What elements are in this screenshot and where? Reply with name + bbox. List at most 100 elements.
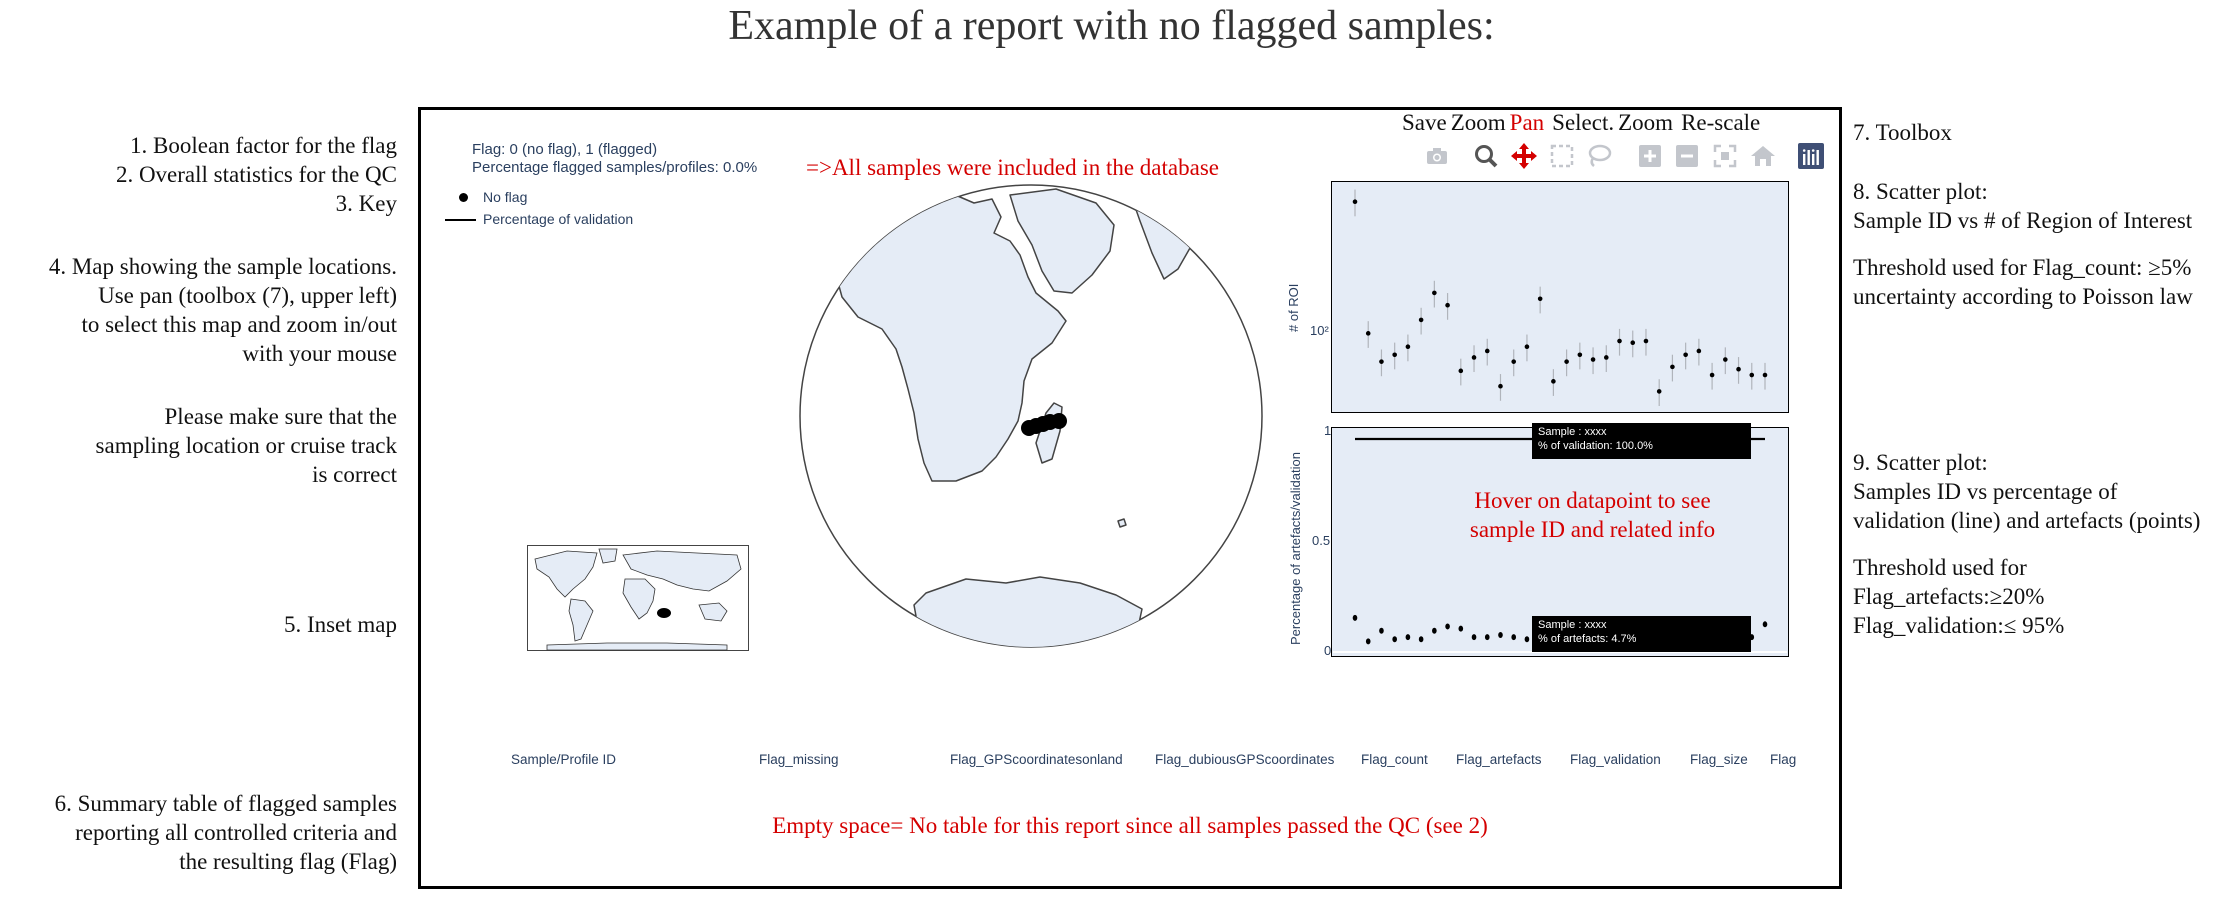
africa-inset-shape	[622, 578, 656, 620]
artefact-point[interactable]	[1418, 636, 1424, 643]
roi-point[interactable]	[1656, 389, 1662, 394]
artefact-point[interactable]	[1352, 614, 1358, 621]
roi-point[interactable]	[1445, 302, 1450, 308]
artefact-point[interactable]	[1405, 634, 1411, 641]
roi-point[interactable]	[1749, 372, 1755, 378]
roi-point[interactable]	[1643, 338, 1649, 344]
tooltip-line: % of artefacts: 4.7%	[1538, 633, 1637, 645]
roi-point[interactable]	[1709, 372, 1715, 378]
zoom-in-icon[interactable]	[1636, 142, 1664, 170]
artefact-point[interactable]	[1484, 634, 1490, 641]
roi-point[interactable]	[1683, 352, 1688, 358]
roi-point[interactable]	[1511, 359, 1517, 364]
roi-point[interactable]	[1498, 383, 1503, 389]
reset-axes-icon[interactable]	[1749, 142, 1777, 170]
note-line: sampling location or cruise track	[95, 433, 397, 458]
note-line: Threshold used for Flag_count: ≥5%	[1853, 255, 2192, 280]
roi-point[interactable]	[1603, 355, 1609, 360]
sample-location-marker	[657, 608, 671, 618]
zoom-icon[interactable]	[1472, 142, 1500, 170]
note-inset-map: 5. Inset map	[284, 610, 397, 639]
artefact-point[interactable]	[1379, 627, 1384, 634]
artefact-point[interactable]	[1392, 636, 1397, 643]
roi-point[interactable]	[1617, 338, 1622, 344]
roi-point[interactable]	[1418, 317, 1424, 323]
plotly-logo-icon[interactable]	[1797, 142, 1825, 170]
roi-point[interactable]	[1723, 357, 1728, 362]
toolbox-label-rescale: Re-scale	[1681, 110, 1761, 135]
table-header-flag-gps-on-land[interactable]: Flag_GPScoordinatesonland	[950, 752, 1123, 767]
globe-map[interactable]	[796, 181, 1266, 651]
roi-point[interactable]	[1484, 348, 1490, 354]
zoom-out-icon[interactable]	[1673, 142, 1701, 170]
table-header-flag-artefacts[interactable]: Flag_artefacts	[1456, 752, 1542, 767]
note-line: is correct	[312, 462, 397, 487]
note-line: 2. Overall statistics for the QC	[115, 162, 397, 187]
roi-point[interactable]	[1524, 344, 1530, 350]
table-header-flag[interactable]: Flag	[1770, 752, 1797, 767]
roi-point[interactable]	[1762, 372, 1768, 378]
greenland-shape	[598, 548, 618, 564]
tooltip-line: Sample : xxxx	[1538, 619, 1607, 631]
pan-icon[interactable]	[1510, 142, 1538, 170]
tooltip-line: % of validation: 100.0%	[1538, 440, 1653, 452]
artefact-point[interactable]	[1762, 621, 1768, 628]
note-line: 6. Summary table of flagged samples	[54, 791, 397, 816]
roi-point[interactable]	[1405, 344, 1411, 350]
toolbox-label-select: Select.	[1552, 110, 1615, 135]
box-select-icon[interactable]	[1548, 142, 1576, 170]
roi-point[interactable]	[1590, 357, 1596, 362]
roi-point[interactable]	[1379, 359, 1384, 364]
note-line: uncertainty according to Poisson law	[1853, 284, 2193, 309]
note-line: Flag_artefacts:≥20%	[1853, 584, 2045, 609]
roi-point[interactable]	[1352, 199, 1358, 205]
table-header-flag-count[interactable]: Flag_count	[1361, 752, 1428, 767]
artefact-point[interactable]	[1445, 623, 1450, 630]
north-america-shape	[534, 550, 598, 598]
table-header-flag-missing[interactable]: Flag_missing	[759, 752, 839, 767]
camera-icon[interactable]	[1423, 142, 1451, 170]
note-line: reporting all controlled criteria and	[75, 820, 397, 845]
roi-point[interactable]	[1736, 366, 1741, 372]
roi-point[interactable]	[1471, 355, 1477, 360]
table-header-flag-validation[interactable]: Flag_validation	[1570, 752, 1661, 767]
artefact-point[interactable]	[1524, 636, 1530, 643]
table-header-sample-id[interactable]: Sample/Profile ID	[511, 752, 617, 767]
annotation-line: Hover on datapoint to see	[1474, 488, 1711, 513]
note-line: 8. Scatter plot:	[1853, 179, 1988, 204]
plot-area	[1331, 181, 1789, 413]
lasso-select-icon[interactable]	[1585, 142, 1613, 170]
artefact-point[interactable]	[1511, 634, 1517, 641]
toolbox-label-zoom: Zoom	[1450, 110, 1506, 135]
tooltip-line: Sample : xxxx	[1538, 426, 1607, 438]
roi-point[interactable]	[1432, 290, 1437, 296]
inset-map[interactable]	[527, 545, 749, 651]
roi-point[interactable]	[1551, 379, 1556, 384]
roi-point[interactable]	[1630, 340, 1636, 346]
artefact-point[interactable]	[1498, 631, 1503, 638]
roi-point[interactable]	[1577, 352, 1583, 358]
artefact-point[interactable]	[1458, 625, 1464, 632]
roi-point[interactable]	[1458, 368, 1464, 374]
roi-point[interactable]	[1696, 348, 1702, 354]
note-scatter-validation: 9. Scatter plot: Samples ID vs percentag…	[1853, 448, 2200, 640]
roi-point[interactable]	[1365, 331, 1371, 336]
roi-point[interactable]	[1537, 296, 1543, 302]
sample-track[interactable]	[1021, 413, 1067, 436]
percentage-flagged-text: Percentage flagged samples/profiles: 0.0…	[472, 159, 758, 176]
roi-point[interactable]	[1670, 364, 1675, 370]
autoscale-icon[interactable]	[1711, 142, 1739, 170]
tooltip-artefacts: Sample : xxxx % of artefacts: 4.7%	[1532, 616, 1751, 652]
roi-scatter-plot[interactable]	[1331, 181, 1789, 413]
table-header-flag-size[interactable]: Flag_size	[1690, 752, 1748, 767]
roi-point[interactable]	[1392, 352, 1397, 358]
roi-point[interactable]	[1564, 359, 1569, 364]
artefact-point[interactable]	[1471, 634, 1477, 641]
artefact-point[interactable]	[1365, 638, 1371, 645]
table-header-flag-dubious-gps[interactable]: Flag_dubiousGPScoordinates	[1155, 752, 1335, 767]
note-line: Use pan (toolbox (7), upper left)	[98, 283, 397, 308]
note-line: Sample ID vs # of Region of Interest	[1853, 208, 2193, 233]
toolbox-label-zoom-in-out: Zoom	[1618, 110, 1674, 135]
note-boolean-flag: 1. Boolean factor for the flag 2. Overal…	[116, 131, 397, 218]
artefact-point[interactable]	[1432, 627, 1437, 634]
